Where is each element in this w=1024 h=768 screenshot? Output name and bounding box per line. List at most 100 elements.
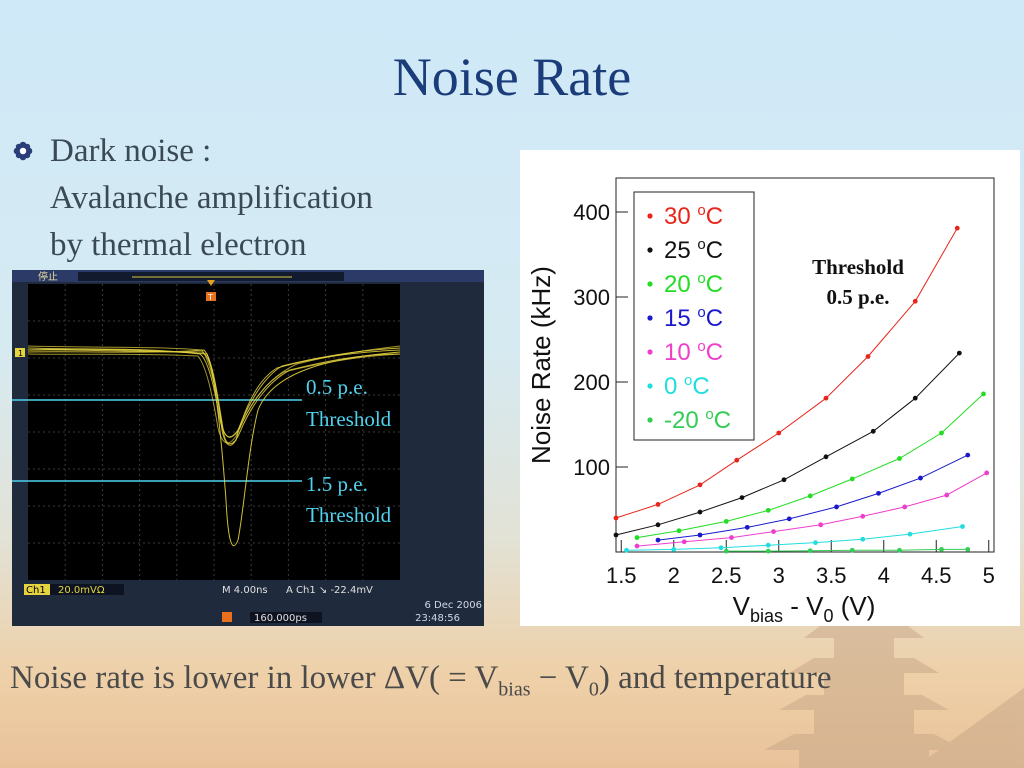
y-tick-label: 300 bbox=[573, 285, 610, 310]
legend-label: 0 oC bbox=[664, 372, 710, 400]
data-point bbox=[723, 548, 729, 554]
data-point bbox=[876, 490, 881, 496]
scope-date: 6 Dec 2006 bbox=[424, 600, 482, 611]
x-label-sub-0: 0 bbox=[823, 606, 833, 626]
x-label-sub-bias: bias bbox=[750, 606, 783, 626]
x-axis: 1.5 2 2.5 3 3.5 4 4.5 5 bbox=[606, 540, 995, 588]
noise-rate-chart: 100 200 300 400 1.5 2 2.5 3 3.5 4 4.5 5 Noise Rate… bbox=[520, 150, 1020, 626]
bullet-line: Avalanche amplification bbox=[50, 180, 373, 216]
legend-label: 20 oC bbox=[664, 270, 723, 298]
conclusion-minus: − V bbox=[530, 660, 589, 696]
y-tick-label: 200 bbox=[573, 370, 610, 395]
data-point bbox=[734, 457, 740, 463]
horizontal-position: 160.000ps bbox=[254, 613, 307, 624]
x-tick-label: 2 bbox=[668, 563, 680, 588]
x-axis-label: Vbias - V0 (V) bbox=[733, 591, 876, 626]
legend-label: 15 oC bbox=[664, 304, 723, 332]
data-point bbox=[697, 509, 703, 515]
data-point bbox=[865, 354, 871, 359]
data-point bbox=[697, 532, 703, 538]
y-tick-label: 400 bbox=[573, 200, 610, 225]
threshold-label-0.5pe: 0.5 p.e. bbox=[306, 375, 368, 399]
data-point bbox=[776, 430, 782, 436]
x-label-unit: (V) bbox=[833, 591, 875, 621]
bullet-flower-icon bbox=[13, 141, 33, 161]
series-line bbox=[726, 548, 968, 552]
legend-marker bbox=[647, 383, 653, 389]
data-point bbox=[860, 536, 866, 542]
data-point bbox=[954, 225, 960, 231]
data-point bbox=[765, 507, 771, 513]
x-label-v: V bbox=[733, 591, 751, 621]
data-point bbox=[765, 548, 771, 554]
data-point bbox=[655, 502, 661, 507]
data-point bbox=[912, 395, 918, 401]
legend-label: -20 oC bbox=[664, 406, 731, 434]
legend-label: 25 oC bbox=[664, 236, 723, 264]
channel-scale: 20.0mVΩ bbox=[58, 585, 105, 596]
data-point bbox=[939, 430, 944, 436]
data-point bbox=[807, 548, 813, 554]
data-point bbox=[718, 545, 724, 551]
data-point bbox=[786, 516, 792, 522]
svg-text:T: T bbox=[207, 293, 213, 302]
data-point bbox=[984, 470, 990, 476]
data-point bbox=[849, 547, 855, 553]
data-point bbox=[813, 540, 818, 546]
legend: 30 oC 25 oC 20 oC 15 oC 10 oC 0 oC -20 oC bbox=[647, 202, 731, 434]
x-tick-label: 3 bbox=[773, 563, 785, 588]
bullet-line: Dark noise : bbox=[50, 133, 212, 169]
threshold-label-text: Threshold bbox=[306, 503, 392, 527]
data-point bbox=[613, 532, 619, 538]
data-point bbox=[870, 428, 876, 434]
data-point bbox=[655, 537, 661, 543]
data-point bbox=[897, 456, 902, 461]
legend-marker bbox=[647, 417, 653, 423]
data-point bbox=[681, 539, 687, 545]
x-tick-label: 1.5 bbox=[606, 563, 637, 588]
trigger-setting: A Ch1 ↘ -22.4mV bbox=[286, 585, 373, 596]
legend-marker bbox=[647, 213, 653, 219]
data-point bbox=[634, 535, 640, 540]
x-tick-label: 4.5 bbox=[921, 563, 952, 588]
data-point bbox=[771, 529, 776, 534]
threshold-label-1.5pe: 1.5 p.e. bbox=[306, 472, 368, 496]
legend-label: 10 oC bbox=[664, 338, 723, 366]
data-point bbox=[671, 547, 677, 552]
data-point bbox=[965, 452, 971, 458]
data-point bbox=[918, 475, 923, 481]
data-point bbox=[834, 504, 839, 510]
scope-status: 停止 bbox=[38, 270, 58, 283]
annotation-threshold: Threshold bbox=[812, 255, 904, 279]
legend-marker bbox=[647, 281, 653, 287]
data-point bbox=[739, 495, 745, 500]
data-point bbox=[956, 350, 962, 356]
data-point bbox=[944, 492, 950, 498]
legend-marker bbox=[647, 349, 653, 355]
bullet-text: Dark noise : Avalanche amplification by … bbox=[50, 128, 373, 269]
bullet-line: by thermal electron bbox=[50, 227, 307, 263]
conclusion-prefix: Noise rate is lower in lower ΔV( = V bbox=[10, 660, 499, 696]
oscilloscope-screen: 停止 1 T 0.5 p.e. Threshold 1.5 p.e. Thres… bbox=[12, 270, 484, 626]
y-axis: 100 200 300 400 bbox=[573, 200, 628, 480]
x-tick-label: 3.5 bbox=[816, 563, 847, 588]
series-layer bbox=[613, 225, 990, 554]
data-point bbox=[965, 547, 971, 552]
data-point bbox=[744, 524, 750, 530]
plot-frame bbox=[615, 177, 995, 553]
conclusion-sub-bias: bias bbox=[498, 678, 531, 701]
threshold-label-text: Threshold bbox=[306, 407, 392, 431]
data-point bbox=[781, 477, 787, 483]
data-point bbox=[823, 454, 829, 460]
data-point bbox=[907, 531, 913, 537]
data-point bbox=[723, 519, 729, 524]
conclusion-text: Noise rate is lower in lower ΔV( = Vbias… bbox=[10, 660, 832, 702]
legend-label: 30 oC bbox=[664, 202, 723, 230]
data-point bbox=[939, 547, 944, 552]
x-tick-label: 2.5 bbox=[711, 563, 742, 588]
svg-text:1: 1 bbox=[18, 349, 23, 358]
series-line bbox=[626, 526, 963, 551]
data-point bbox=[818, 522, 824, 528]
data-point bbox=[807, 493, 813, 499]
data-point bbox=[624, 547, 629, 553]
